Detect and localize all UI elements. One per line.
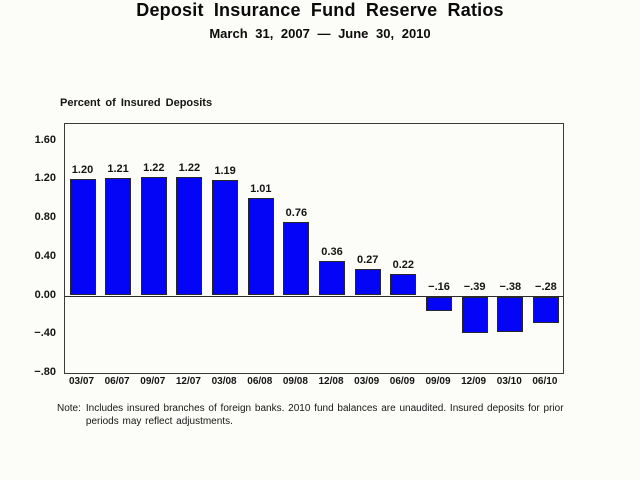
x-tick-label: 03/08 bbox=[211, 376, 237, 387]
bar-value-label: 1.01 bbox=[250, 182, 272, 195]
bar-03-07 bbox=[69, 179, 96, 296]
bar-value-label: −.39 bbox=[463, 280, 486, 293]
y-tick-label: 0.80 bbox=[34, 211, 56, 223]
x-tick-label: 06/08 bbox=[247, 376, 273, 387]
x-axis-tick-labels: 03/07 06/07 09/07 12/07 03/08 06/08 09/08 12/08… bbox=[64, 374, 562, 390]
x-tick-label: 06/10 bbox=[532, 376, 558, 387]
x-tick-label: 09/08 bbox=[282, 376, 308, 387]
bar-value-label: −.38 bbox=[499, 280, 522, 293]
bar-06-07 bbox=[105, 178, 132, 296]
x-tick-label: 06/09 bbox=[389, 376, 415, 387]
bar-value-label: 0.22 bbox=[392, 259, 414, 272]
plot-area: 1.20 1.21 1.22 1.22 1.19 1.01 0.76 0.36 0.27 0.22… bbox=[64, 123, 564, 374]
bar-value-label: 1.21 bbox=[107, 163, 129, 176]
y-tick-label: 0.00 bbox=[34, 288, 56, 301]
x-tick-label: 09/09 bbox=[425, 376, 451, 387]
bar-value-label: 1.22 bbox=[178, 162, 201, 175]
y-tick-label: −.40 bbox=[34, 327, 56, 340]
footnote-line: periods may reflect adjustments. bbox=[85, 415, 233, 427]
y-tick-label: −.80 bbox=[34, 366, 56, 378]
x-tick-label: 03/09 bbox=[354, 376, 380, 387]
y-tick-label: 1.20 bbox=[34, 172, 56, 185]
x-tick-label: 03/07 bbox=[68, 376, 95, 387]
bar-03-09 bbox=[354, 269, 381, 296]
x-tick-label: 06/07 bbox=[104, 376, 130, 387]
footnote-line: Includes insured branches of foreign ban… bbox=[85, 403, 564, 414]
footnote-prefix: Note: bbox=[57, 403, 81, 414]
y-axis-heading: Percent of Insured Deposits bbox=[60, 97, 213, 109]
bar-value-label: 0.76 bbox=[285, 206, 308, 219]
bar-06-09 bbox=[390, 274, 417, 296]
bar-value-label: 0.27 bbox=[356, 254, 379, 267]
footnote: Note: Includes insured branches of forei… bbox=[57, 403, 564, 428]
bar-06-10 bbox=[532, 296, 559, 323]
bar-03-08 bbox=[212, 180, 239, 296]
x-tick-label: 12/08 bbox=[318, 376, 344, 387]
bar-06-08 bbox=[247, 197, 274, 296]
bar-12-07 bbox=[176, 177, 203, 296]
y-tick-label: 0.40 bbox=[34, 249, 56, 262]
bar-value-label: −.28 bbox=[535, 280, 557, 293]
x-tick-label: 12/09 bbox=[461, 376, 487, 387]
bar-value-label: 1.20 bbox=[71, 164, 94, 177]
bar-09-08 bbox=[283, 221, 310, 296]
bar-value-label: 0.36 bbox=[321, 245, 343, 258]
y-axis-tick-labels: 1.60 1.20 0.80 0.40 0.00 −.40 −.80 bbox=[0, 123, 58, 379]
bar-03-10 bbox=[497, 296, 524, 333]
chart-subtitle: March 31, 2007 — June 30, 2010 bbox=[209, 26, 431, 41]
chart-title: Deposit Insurance Fund Reserve Ratios bbox=[136, 0, 504, 20]
x-tick-label: 09/07 bbox=[140, 376, 166, 387]
bar-value-label: 1.22 bbox=[143, 162, 165, 175]
y-tick-label: 1.60 bbox=[34, 133, 56, 146]
x-tick-label: 12/07 bbox=[175, 376, 201, 387]
zero-baseline bbox=[65, 295, 563, 297]
x-tick-label: 03/10 bbox=[496, 376, 522, 387]
bar-12-09 bbox=[461, 296, 488, 334]
bar-09-09 bbox=[426, 296, 452, 311]
bar-12-08 bbox=[319, 260, 345, 296]
bar-09-07 bbox=[140, 177, 167, 296]
bar-value-label: −.16 bbox=[428, 280, 450, 293]
bar-value-label: 1.19 bbox=[214, 165, 236, 178]
